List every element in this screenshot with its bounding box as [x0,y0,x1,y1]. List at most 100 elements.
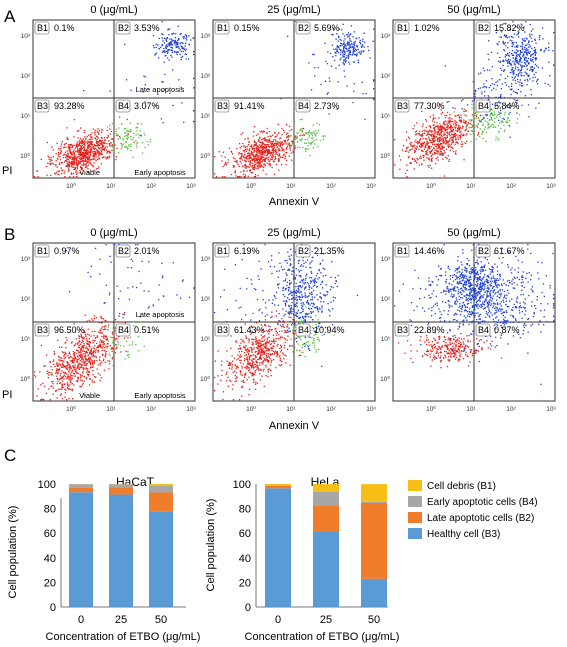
event-dot [163,50,165,52]
event-dot [60,145,62,147]
event-dot [80,356,82,359]
event-dot [246,166,248,168]
event-dot [548,61,550,63]
event-dot [110,348,112,350]
event-dot [158,37,160,40]
event-dot [477,123,480,125]
event-dot [404,172,407,175]
event-dot [140,321,142,323]
event-dot [48,158,50,160]
event-dot [453,133,455,136]
event-dot [259,161,262,163]
event-dot [169,92,171,94]
event-dot [307,144,309,147]
event-dot [111,144,113,146]
event-dot [69,373,71,375]
event-dot [438,145,441,148]
event-dot [439,152,441,154]
event-dot [152,44,155,47]
event-dot [256,156,259,158]
event-dot [101,332,103,334]
event-dot [444,124,446,126]
event-dot [268,144,270,146]
event-dot [314,67,316,69]
event-dot [500,31,503,33]
event-dot [429,151,431,153]
event-dot [437,143,439,145]
quadrant-label: B1 [397,23,408,33]
event-dot [518,73,520,75]
event-dot [91,132,93,134]
event-dot [252,348,254,350]
event-dot [81,336,83,339]
event-dot [67,170,69,172]
event-dot [81,140,83,142]
event-dot [436,132,438,134]
event-dot [458,117,460,119]
event-dot [529,33,531,35]
event-dot [244,358,246,360]
event-dot [113,337,116,339]
event-dot [55,165,57,167]
event-dot [415,134,417,136]
event-dot [77,367,79,369]
event-dot [455,141,457,143]
event-dot [101,149,104,151]
event-dot [74,168,76,170]
event-dot [67,153,69,155]
event-dot [406,147,408,149]
event-dot [289,125,291,128]
event-dot [265,158,267,161]
event-dot [524,46,526,48]
event-dot [446,157,448,159]
event-dot [70,155,72,158]
event-dot [274,149,276,151]
event-dot [520,85,523,87]
event-dot [254,354,256,357]
event-dot [98,144,100,146]
event-dot [76,367,78,369]
event-dot [88,348,90,350]
event-dot [440,128,442,130]
event-dot [434,128,436,130]
event-dot [98,358,101,360]
event-dot [246,365,248,367]
event-dot [132,156,134,158]
event-dot [52,387,54,389]
event-dot [288,145,291,147]
event-dot [450,143,452,146]
event-dot [179,33,181,36]
event-dot [314,333,317,335]
event-dot [95,355,97,357]
event-dot [441,139,443,141]
event-dot [269,353,272,355]
event-dot [487,127,489,129]
event-dot [229,367,231,369]
event-dot [71,153,73,155]
event-dot [482,118,484,121]
event-dot [413,168,415,170]
event-dot [137,335,139,338]
event-dot [442,146,445,148]
event-dot [265,364,267,366]
event-dot [85,163,87,165]
event-dot [459,136,462,139]
event-dot [521,61,523,63]
event-dot [79,137,81,140]
event-dot [245,354,247,356]
event-dot [129,122,131,124]
event-dot [250,364,252,366]
event-dot [129,131,131,133]
event-dot [101,131,103,133]
event-dot [277,287,280,289]
event-dot [405,131,408,133]
event-dot [426,143,429,145]
event-dot [256,155,258,157]
event-dot [77,145,79,147]
event-dot [301,127,303,130]
event-dot [234,380,236,383]
event-dot [77,373,80,375]
event-dot [91,379,94,381]
event-dot [454,107,456,110]
event-dot [78,347,81,349]
